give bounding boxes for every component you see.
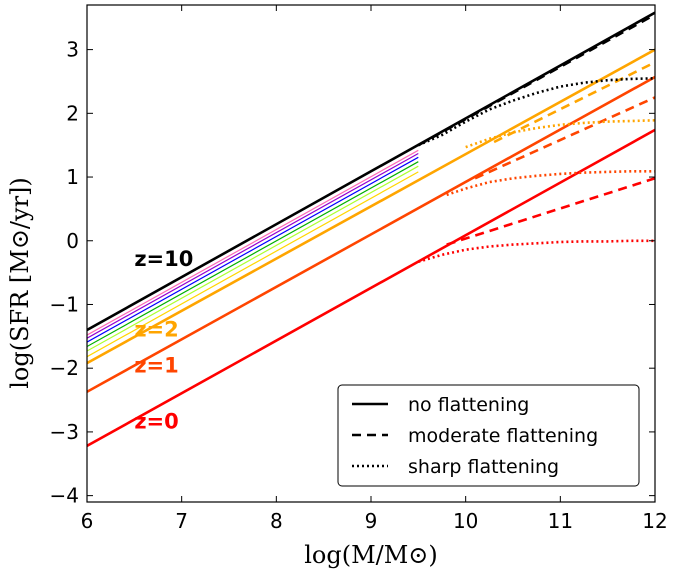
x-tick-label: 9: [365, 509, 378, 533]
series-z-5: [87, 161, 419, 348]
y-tick-label: −4: [50, 484, 79, 508]
series-z-0-no-flattening: [87, 128, 655, 448]
x-tick-label: 8: [270, 509, 283, 533]
y-tick-label: −2: [50, 356, 79, 380]
series-z-0-sharp-flattening: [417, 239, 655, 264]
x-tick-label: 11: [548, 509, 573, 533]
series-z-6: [87, 156, 419, 343]
series-z-3: [87, 171, 419, 358]
legend-label-sharp-flattening: sharp flattening: [408, 456, 559, 478]
series-z-10-moderate-flattening: [417, 13, 655, 147]
y-tick-label: 2: [66, 101, 79, 125]
annotation-z-0: z=0: [134, 410, 178, 434]
series-z-8: [87, 149, 419, 336]
y-tick-label: −3: [50, 420, 79, 444]
y-tick-label: 0: [66, 229, 79, 253]
series-z-10-no-flattening: [87, 11, 655, 332]
series-z-10-sharp-flattening: [417, 77, 655, 147]
series-z-1-no-flattening: [87, 75, 655, 393]
x-tick-label: 7: [175, 509, 188, 533]
legend-label-no-flattening: no flattening: [408, 394, 529, 416]
series-z-1-sharp-flattening: [446, 170, 655, 197]
series-z-2-moderate-flattening: [493, 61, 655, 144]
y-tick-label: 1: [66, 165, 79, 189]
series-z-2-no-flattening: [87, 48, 655, 365]
y-axis-title: log(SFR [M⊙/yr]): [6, 177, 34, 389]
annotation-z-2: z=2: [134, 317, 178, 341]
annotation-layer: z=10 z=2 z=1 z=0: [134, 247, 193, 433]
y-tick-label: 3: [66, 38, 79, 62]
annotation-z-10: z=10: [134, 247, 193, 271]
legend-label-moderate-flattening: moderate flattening: [408, 425, 598, 447]
series-z-0-moderate-flattening: [446, 177, 655, 246]
legend: no flattening moderate flattening sharp …: [337, 384, 640, 487]
series-z-7: [87, 152, 419, 339]
x-tick-label: 6: [81, 509, 94, 533]
legend-box: [337, 384, 640, 487]
series-z-2-sharp-flattening: [465, 119, 655, 149]
annotation-z-1: z=1: [134, 354, 178, 378]
series-z-1-moderate-flattening: [474, 96, 655, 180]
series-z-4: [87, 165, 419, 352]
series-layer: [87, 11, 655, 448]
y-tick-label: −1: [50, 292, 79, 316]
x-axis-title: log(M/M⊙): [304, 541, 438, 569]
x-tick-label: 10: [453, 509, 478, 533]
x-tick-label: 12: [642, 509, 667, 533]
